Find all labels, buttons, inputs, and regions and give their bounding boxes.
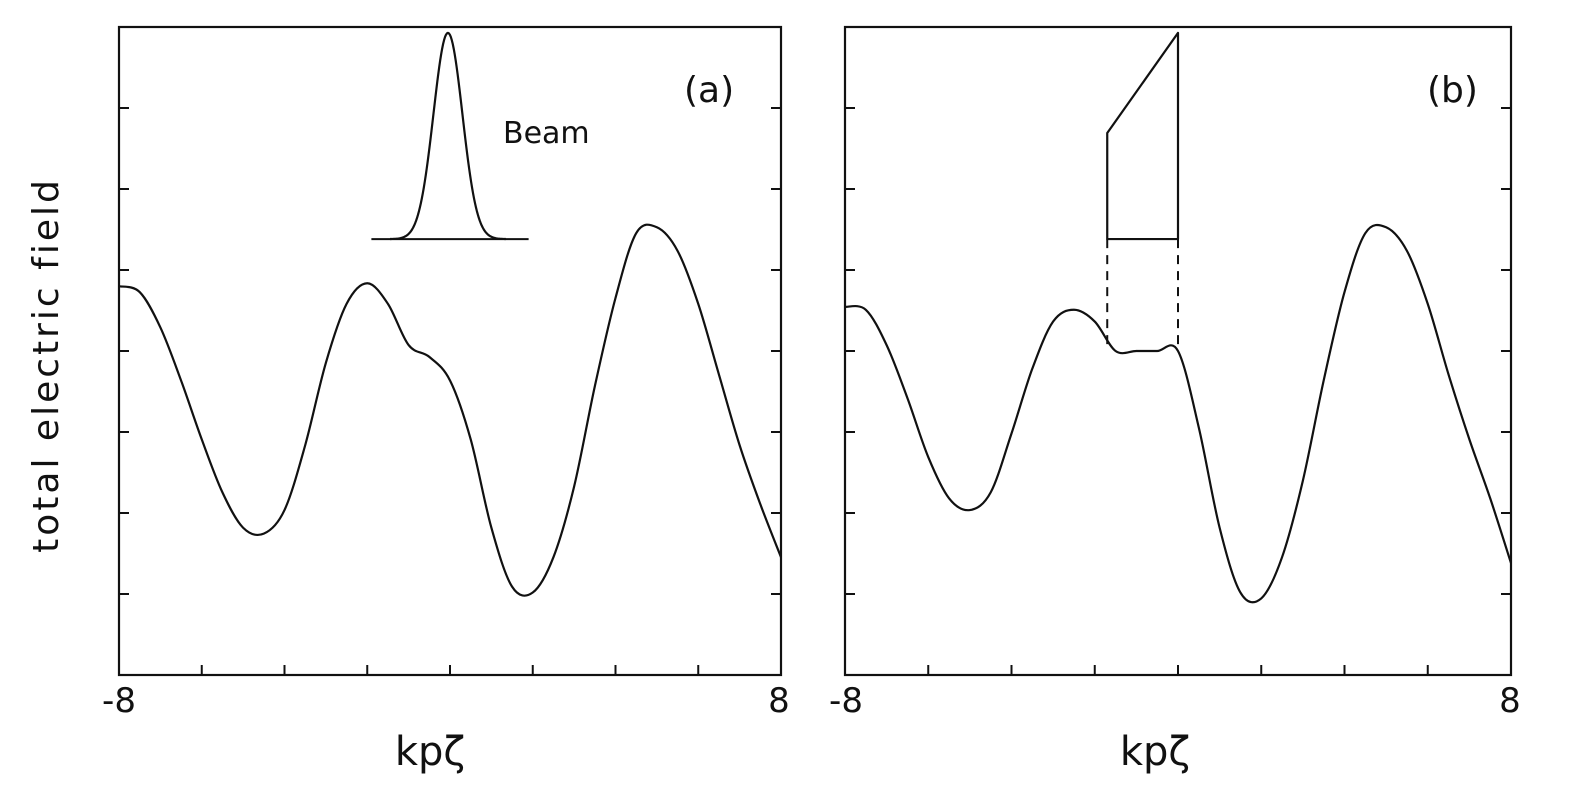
panel-b-beam-profile: [1106, 31, 1180, 241]
panel-b-x-axis-label: kpζ: [1120, 729, 1190, 775]
panel-a: (a) Beam -8 8 kpζ: [102, 25, 790, 775]
panel-b-ticks: [845, 107, 1511, 675]
panel-a-field-curve: [118, 223, 783, 597]
panel-b-label: (b): [1427, 70, 1478, 111]
panel-a-xtick-max: 8: [768, 681, 790, 721]
panel-a-ticks: [119, 107, 781, 675]
panel-a-frame: [117, 25, 783, 677]
panel-a-xtick-min: -8: [102, 681, 136, 721]
panel-b-xtick-min: -8: [829, 681, 863, 721]
panel-b-xtick-max: 8: [1499, 681, 1521, 721]
panel-a-beam: [371, 31, 529, 241]
panel-a-beam-profile: [389, 31, 506, 241]
panel-b-beam: [1106, 31, 1180, 351]
panel-a-beam-label: Beam: [503, 116, 590, 151]
panel-a-label: (a): [684, 70, 734, 111]
panel-b: (b) -8 8 kpζ: [829, 25, 1521, 775]
y-axis-label: total electric field: [26, 177, 67, 553]
panel-a-x-axis-label: kpζ: [395, 729, 465, 775]
panel-b-field-curve: [844, 223, 1513, 604]
